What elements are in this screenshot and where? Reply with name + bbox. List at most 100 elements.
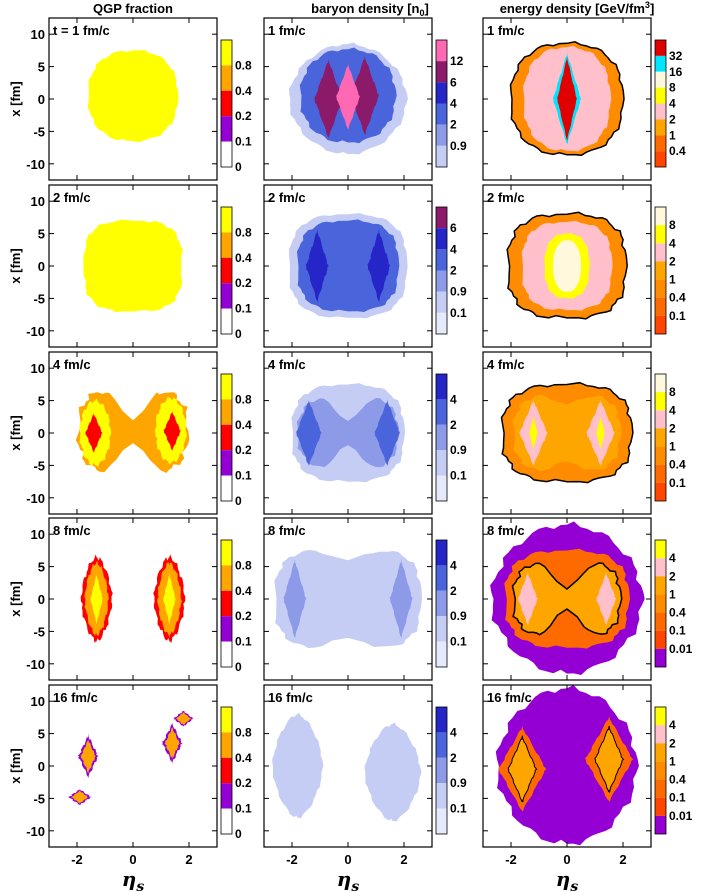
baryon-region <box>390 558 413 638</box>
colorbar-label: 12 <box>450 54 464 68</box>
panel-plot-area <box>80 554 186 643</box>
baryon-region <box>272 712 324 819</box>
colorbar-label: 0.2 <box>235 609 252 623</box>
column-title: baryon density [n0] <box>311 1 429 18</box>
y-tick-label: 5 <box>38 727 45 742</box>
colorbar-segment <box>655 464 666 483</box>
colorbar-frame <box>220 206 233 335</box>
colorbar-label: 0 <box>235 494 242 508</box>
colorbar-label: 0 <box>235 827 242 841</box>
qgp-region <box>163 410 181 451</box>
colorbar-label: 4 <box>669 403 676 417</box>
energy-region <box>511 562 623 636</box>
colorbar-label: 1 <box>669 587 676 601</box>
time-label: 4 fm/c <box>487 357 525 372</box>
colorbar-label: 0.1 <box>669 791 686 805</box>
y-tick-label: -10 <box>26 824 45 839</box>
colorbar-segment <box>655 87 666 104</box>
qgp-region <box>83 219 183 312</box>
colorbar-label: 0 <box>235 660 242 674</box>
y-tick-label: -5 <box>33 291 45 306</box>
x-axis-label: ηs <box>122 867 145 892</box>
colorbar-segment <box>436 641 447 667</box>
energy-region <box>596 571 617 626</box>
panel-plot-area <box>490 521 645 675</box>
colorbar-label: 6 <box>450 221 457 235</box>
panel-frame <box>48 517 218 681</box>
colorbar-label: 0.4 <box>235 584 252 598</box>
y-tick-label: 10 <box>31 694 45 709</box>
colorbar-segment <box>436 270 447 292</box>
panel: 10 5 0 -5 -10 2 fm/c 0.8 0.4 0.2 0.1 0 x [fm] <box>8 184 252 348</box>
colorbar-segment <box>221 641 232 667</box>
colorbar-frame <box>435 373 448 502</box>
baryon-region <box>336 63 360 130</box>
y-axis-label: x [fm] <box>8 248 23 283</box>
energy-region <box>553 240 581 292</box>
panel-plot-area <box>68 710 194 806</box>
colorbar-segment <box>655 797 666 816</box>
colorbar-segment <box>221 475 232 501</box>
x-tick-label: 0 <box>129 852 136 867</box>
qgp-region <box>70 790 89 804</box>
colorbar-segment <box>655 594 666 613</box>
energy-region <box>596 416 605 450</box>
colorbar-frame <box>220 706 233 835</box>
panel: 10 5 0 -5 -10 16 fm/c 0.8 0.4 0.2 0.1 0 x [fm] <box>8 684 252 848</box>
y-tick-label: 0 <box>38 592 45 607</box>
colorbar-label: 0.1 <box>235 135 252 149</box>
colorbar-segment <box>655 374 666 393</box>
qgp-region <box>85 412 103 453</box>
time-label: 16 fm/c <box>53 690 98 705</box>
colorbar-label: 0.4 <box>235 84 252 98</box>
colorbar-frame <box>654 539 667 668</box>
colorbar-label: 0.1 <box>235 635 252 649</box>
y-tick-label: -10 <box>26 324 45 339</box>
y-tick-label: -5 <box>33 124 45 139</box>
colorbar-segment <box>436 732 447 758</box>
y-axis-label: x [fm] <box>8 81 23 116</box>
time-label: 1 fm/c <box>487 23 525 38</box>
colorbar-segment <box>221 141 232 167</box>
time-label: 4 fm/c <box>53 357 91 372</box>
qgp-region <box>164 727 180 761</box>
baryon-region <box>283 558 307 638</box>
colorbar-label: 0.4 <box>235 751 252 765</box>
y-tick-label: 0 <box>38 426 45 441</box>
y-tick-label: -5 <box>33 624 45 639</box>
colorbar-label: 0.2 <box>235 276 252 290</box>
y-tick-label: -10 <box>26 657 45 672</box>
colorbar-label: 0 <box>235 327 242 341</box>
colorbar-label: 0.9 <box>450 776 467 790</box>
colorbar-label: 0.8 <box>235 392 252 406</box>
y-tick-label: 0 <box>38 92 45 107</box>
colorbar-segment <box>221 783 232 809</box>
y-tick-label: 5 <box>38 394 45 409</box>
y-axis-label: x [fm] <box>8 581 23 616</box>
colorbar-label: 6 <box>450 75 457 89</box>
colorbar-label: 2 <box>669 569 676 583</box>
colorbar-segment <box>655 743 666 762</box>
colorbar-segment <box>436 40 447 62</box>
colorbar-segment <box>436 707 447 733</box>
colorbar-label: 4 <box>669 718 676 732</box>
panel-plot-area <box>272 712 422 822</box>
qgp-region <box>87 49 179 143</box>
colorbar-label: 0.2 <box>235 109 252 123</box>
panel-plot-area <box>509 41 625 157</box>
energy-region <box>495 685 639 846</box>
colorbar-label: 0.9 <box>450 443 467 457</box>
x-tick-label: -2 <box>286 852 298 867</box>
colorbar-label: 2 <box>450 584 457 598</box>
colorbar-label: 0.1 <box>450 469 467 483</box>
panel: 4 fm/c 4 2 0.9 0.1 <box>263 351 467 515</box>
colorbar-segment <box>436 228 447 250</box>
colorbar-label: 4 <box>669 97 676 111</box>
baryon-region <box>350 55 380 135</box>
colorbar-segment <box>655 540 666 559</box>
colorbar-segment <box>655 261 666 280</box>
colorbar-label: 1 <box>669 128 676 142</box>
y-tick-label: 10 <box>31 194 45 209</box>
colorbar-segment <box>436 61 447 83</box>
colorbar-frame <box>654 39 667 168</box>
